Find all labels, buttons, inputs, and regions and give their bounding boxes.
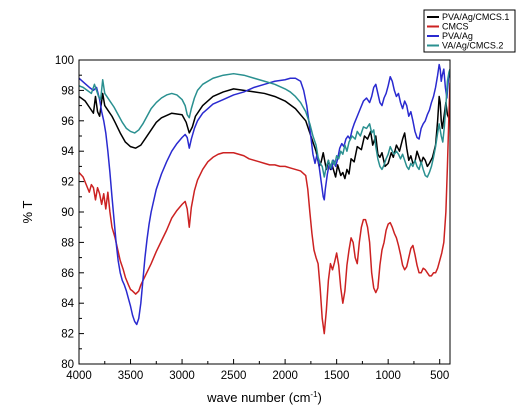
y-tick-label: 100	[55, 55, 74, 67]
y-tick-label: 94	[61, 146, 74, 158]
y-tick-label: 92	[61, 177, 74, 189]
y-tick-label: 80	[61, 359, 74, 371]
legend-box	[423, 9, 516, 53]
x-tick-label: 1500	[324, 370, 350, 382]
x-axis-title: wave number (cm-1)	[206, 390, 322, 405]
legend-label: PVA/Ag	[442, 31, 473, 41]
y-tick-label: 88	[61, 237, 74, 249]
x-axis-title-close: )	[318, 390, 322, 405]
x-tick-label: 2000	[272, 370, 298, 382]
axis-layer: 4000 3500 3000 2500 2000 1500 1000 500 80 82 84 86 8…	[55, 55, 449, 382]
series-line-1	[79, 88, 450, 180]
x-tick-label: 1000	[375, 370, 401, 382]
x-tick-label: 2500	[221, 370, 247, 382]
legend-label: PVA/Ag/CMCS.1	[442, 12, 509, 22]
y-tick-label: 86	[61, 268, 74, 280]
series-line-3	[79, 63, 450, 326]
series-line-4	[79, 68, 450, 178]
y-tick-label: 84	[61, 298, 74, 310]
y-tick-label: 82	[61, 329, 74, 341]
legend-label: CMCS	[442, 22, 469, 32]
series-layer	[79, 63, 450, 335]
x-tick-label: 500	[430, 370, 449, 382]
x-axis-title-main: wave number (cm	[206, 390, 310, 405]
series-line-2	[79, 82, 450, 335]
legend-label: VA/Ag/CMCS.2	[442, 41, 503, 51]
y-tick-label: 96	[61, 116, 74, 128]
y-axis-title: % T	[20, 201, 35, 224]
y-tick-label: 98	[61, 85, 74, 97]
x-tick-label: 3000	[169, 370, 195, 382]
y-tick-label: 90	[61, 207, 74, 219]
x-tick-label: 4000	[66, 370, 92, 382]
x-tick-label: 3500	[118, 370, 144, 382]
x-axis-title-superscript: -1	[310, 390, 318, 399]
